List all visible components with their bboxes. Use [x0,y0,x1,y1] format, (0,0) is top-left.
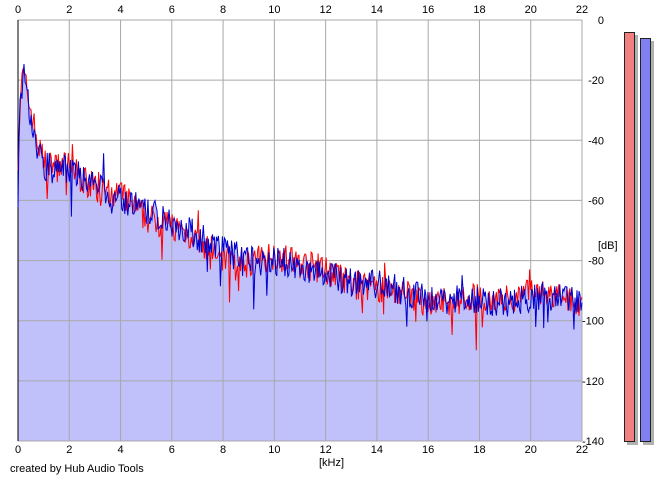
y-tick-label: -20 [588,75,604,87]
y-tick-label: 0 [598,15,604,27]
x-tick-label-bottom: 14 [371,444,383,456]
x-tick-label-bottom: 16 [422,444,434,456]
x-tick-label-bottom: 6 [169,444,175,456]
x-tick-label-top: 12 [320,4,332,16]
y-tick-label: -40 [588,135,604,147]
x-tick-label-bottom: 20 [525,444,537,456]
x-tick-label-top: 22 [576,4,588,16]
x-tick-label-bottom: 8 [220,444,226,456]
y-tick-label: -60 [588,195,604,207]
credit-text: created by Hub Audio Tools [10,463,144,475]
x-tick-label-top: 0 [15,4,21,16]
x-tick-label-bottom: 2 [66,444,72,456]
right-channel-spectrum-line [17,63,583,330]
x-tick-label-top: 18 [473,4,485,16]
x-tick-label-top: 10 [268,4,280,16]
x-tick-label-top: 8 [220,4,226,16]
left-channel-level-meter [624,32,635,442]
x-tick-label-bottom: 10 [268,444,280,456]
x-tick-label-bottom: 4 [117,444,123,456]
x-tick-label-bottom: 18 [473,444,485,456]
right-channel-level-meter [640,38,651,442]
x-tick-label-top: 2 [66,4,72,16]
spectrum-fill-area [18,64,582,441]
x-tick-label-top: 20 [525,4,537,16]
x-tick-label-top: 6 [169,4,175,16]
x-tick-label-bottom: 0 [15,444,21,456]
y-tick-label: -140 [582,436,604,448]
y-tick-label: -80 [588,256,604,268]
x-tick-label-top: 14 [371,4,383,16]
x-tick-label-bottom: 22 [576,444,588,456]
x-axis-unit-label: [kHz] [319,457,345,469]
x-tick-label-top: 4 [117,4,123,16]
x-tick-label-top: 16 [422,4,434,16]
y-axis-unit-label: [dB] [598,240,618,252]
x-tick-label-bottom: 12 [320,444,332,456]
y-tick-label: -100 [582,316,604,328]
y-tick-label: -120 [582,376,604,388]
